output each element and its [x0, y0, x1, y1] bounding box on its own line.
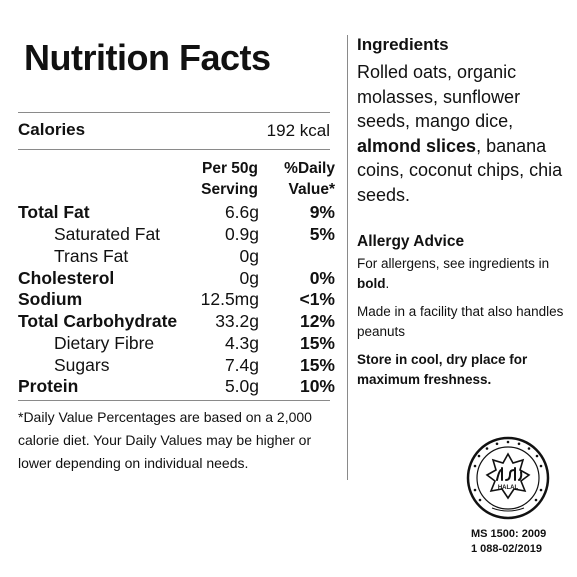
daily-value-header-line2: Value*: [288, 181, 335, 198]
nutrient-row-dietary-fibre: Dietary Fibre 4.3g 15%: [0, 332, 340, 354]
nutrient-name: Protein: [18, 376, 79, 396]
halal-seal-text: HALAL: [498, 485, 519, 491]
nutrient-name: Sodium: [18, 289, 83, 309]
nutrient-daily-value: 15%: [299, 333, 335, 353]
daily-value-footnote: *Daily Value Percentages are based on a …: [18, 409, 312, 471]
nutrient-daily-value: 15%: [299, 355, 335, 375]
ingredients-text: Rolled oats, organic molasses, sunflower…: [357, 62, 521, 131]
column-divider: [347, 35, 348, 480]
allergy-text: For allergens, see ingredients in: [357, 256, 550, 271]
nutrient-row-protein: Protein 5.0g 10%: [0, 375, 340, 397]
nutrient-row-total-fat: Total Fat 6.6g 9%: [0, 201, 340, 223]
nutrient-value: 4.3g: [224, 333, 259, 353]
nutrient-row-total-carbohydrate: Total Carbohydrate 33.2g 12%: [0, 310, 340, 332]
footnote-divider: [18, 400, 330, 401]
nutrient-value: 6.6g: [224, 202, 259, 222]
nutrient-daily-value: 9%: [309, 202, 335, 222]
nutrient-name: Dietary Fibre: [54, 333, 155, 353]
nutrient-row-cholesterol: Cholesterol 0g 0%: [0, 267, 340, 289]
halal-standard: MS 1500: 2009: [471, 528, 547, 540]
nutrient-value: 12.5mg: [200, 289, 259, 309]
ingredients-text-rest: , banana coins, coconut chips, chia seed…: [357, 135, 563, 205]
nutrient-row-trans-fat: Trans Fat 0g: [0, 245, 340, 267]
allergen-ingredient: almond slices: [357, 135, 477, 156]
halal-cert-number: 1 088-02/2019: [471, 543, 542, 555]
storage-instruction: Store in cool, dry place for maximum fre…: [357, 352, 528, 387]
nutrient-row-saturated-fat: Saturated Fat 0.9g 5%: [0, 223, 340, 245]
calories-label: Calories: [18, 120, 86, 139]
allergy-text-end: .: [385, 276, 390, 291]
title-divider: [18, 112, 330, 113]
nutrient-value: 7.4g: [224, 355, 259, 375]
nutrient-value: 0g: [239, 246, 259, 266]
nutrient-row-sodium: Sodium 12.5mg <1%: [0, 288, 340, 310]
nutrient-daily-value: <1%: [299, 289, 335, 309]
nutrient-row-sugars: Sugars 7.4g 15%: [0, 354, 340, 376]
per-serving-header-line1: Per 50g: [201, 160, 258, 177]
ingredients-list: Rolled oats, organic molasses, sunflower…: [357, 60, 567, 207]
facility-notice: Made in a facility that also handles pea…: [357, 304, 564, 339]
allergy-bold-word: bold: [357, 276, 386, 291]
nutrient-name: Saturated Fat: [54, 224, 161, 244]
nutrient-value: 5.0g: [224, 376, 259, 396]
nutrient-name: Trans Fat: [54, 246, 129, 266]
per-serving-header-line2: Serving: [201, 181, 258, 198]
nutrient-daily-value: 5%: [309, 224, 335, 244]
daily-value-header-line1: %Daily: [284, 160, 335, 177]
nutrient-value: 0g: [239, 268, 259, 288]
nutrient-daily-value: 0%: [309, 268, 335, 288]
nutrition-facts-title: Nutrition Facts: [24, 37, 271, 78]
nutrient-name: Cholesterol: [18, 268, 115, 288]
ingredients-heading: Ingredients: [357, 35, 449, 54]
nutrient-daily-value: 12%: [299, 311, 335, 331]
nutrient-value: 0.9g: [224, 224, 259, 244]
nutrient-name: Sugars: [54, 355, 110, 375]
halal-certification-seal-icon: HALAL: [466, 436, 550, 520]
nutrient-name: Total Fat: [18, 202, 90, 222]
allergy-advice-heading: Allergy Advice: [357, 233, 465, 250]
nutrient-value: 33.2g: [215, 311, 259, 331]
nutrient-daily-value: 10%: [299, 376, 335, 396]
calories-value: 192 kcal: [266, 121, 330, 140]
per-serving-column-header: Per 50g Serving: [201, 158, 258, 200]
nutrient-name: Total Carbohydrate: [18, 311, 178, 331]
allergy-advice-text: For allergens, see ingredients in bold.: [357, 254, 567, 294]
daily-value-column-header: %Daily Value*: [284, 158, 335, 200]
calories-divider: [18, 149, 330, 150]
